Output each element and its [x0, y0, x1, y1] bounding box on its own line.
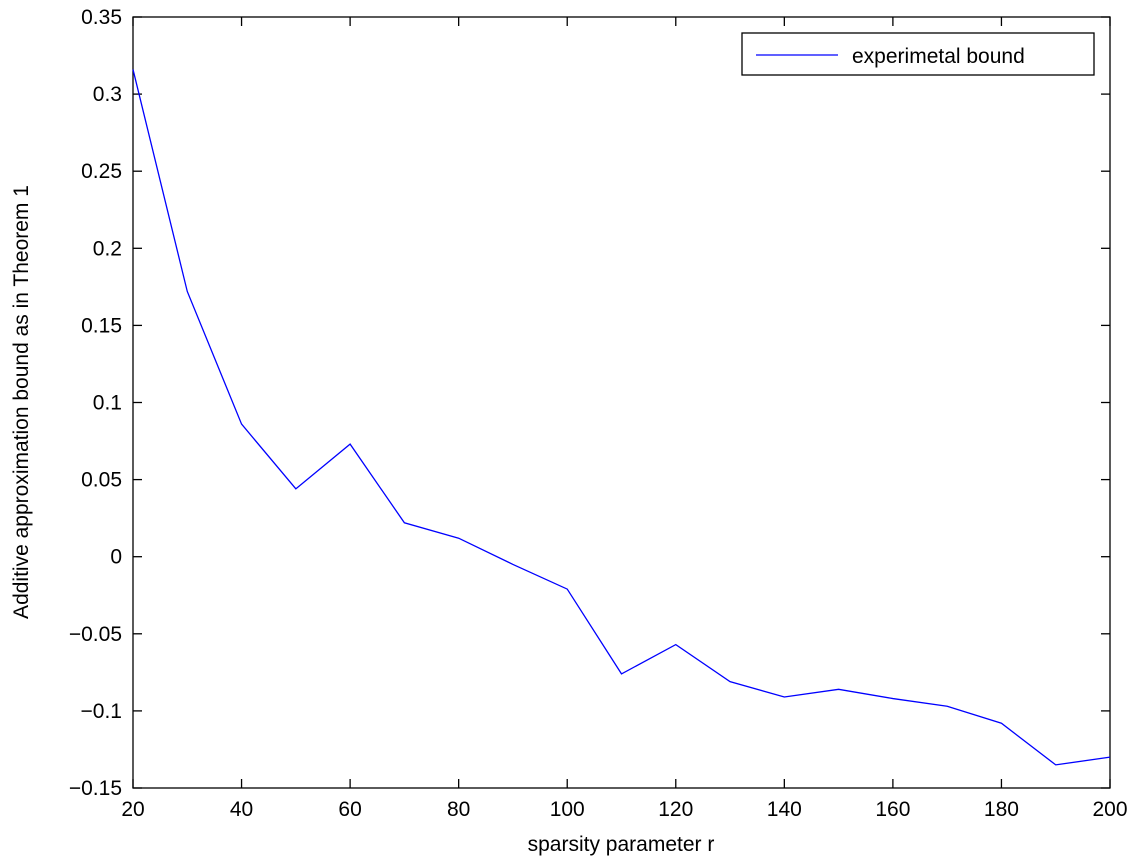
y-tick-label: 0.1 — [93, 392, 122, 415]
series-group — [132, 69, 1111, 766]
x-tick-label: 120 — [658, 798, 693, 821]
y-tick-label: −0.15 — [69, 777, 122, 800]
x-tick-label: 100 — [550, 798, 585, 821]
x-tick-label: 80 — [447, 798, 470, 821]
y-tick-label: 0.35 — [81, 6, 122, 29]
y-tick-label: 0.25 — [81, 160, 122, 183]
x-tick-label: 40 — [230, 798, 253, 821]
x-tick-label: 60 — [338, 798, 361, 821]
x-tick-label: 140 — [767, 798, 802, 821]
plot-area — [132, 16, 1111, 789]
y-tick-label: 0.05 — [81, 469, 122, 492]
x-tick-label: 180 — [984, 798, 1019, 821]
y-tick-label: 0.15 — [81, 314, 122, 337]
y-tick-label: 0.3 — [93, 83, 122, 106]
y-tick-label: 0 — [110, 546, 122, 569]
series-line-0 — [132, 69, 1111, 766]
x-axis-ticks: 20 40 60 80 100 120 140 160 180 200 — [121, 17, 1128, 821]
y-tick-label: 0.2 — [93, 237, 122, 260]
y-tick-label: −0.1 — [81, 700, 122, 723]
x-tick-label: 160 — [875, 798, 910, 821]
y-axis-ticks: −0.15 −0.1 −0.05 0 0.05 0.1 0.15 0.2 0.25 0.3 0.35 — [69, 6, 1110, 800]
y-axis-label: Additive approximation bound as in Theor… — [10, 185, 33, 619]
legend: experimetal bound — [741, 32, 1095, 76]
x-tick-label: 20 — [121, 798, 144, 821]
legend-box — [741, 32, 1095, 76]
x-tick-label: 200 — [1092, 798, 1127, 821]
legend-label: experimetal bound — [852, 45, 1025, 68]
x-axis-label: sparsity parameter r — [528, 833, 715, 856]
y-tick-label: −0.05 — [69, 623, 122, 646]
